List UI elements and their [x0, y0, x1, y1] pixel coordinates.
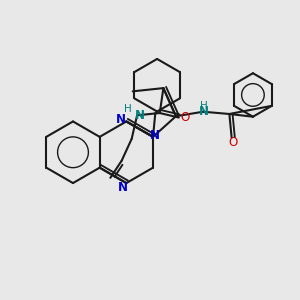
Text: N: N [199, 105, 209, 118]
Text: N: N [135, 109, 145, 122]
Text: N: N [118, 181, 128, 194]
Text: N: N [150, 130, 160, 142]
Text: N: N [116, 113, 125, 126]
Text: H: H [200, 101, 208, 111]
Text: O: O [180, 111, 189, 124]
Text: O: O [228, 136, 237, 149]
Text: H: H [124, 104, 132, 114]
